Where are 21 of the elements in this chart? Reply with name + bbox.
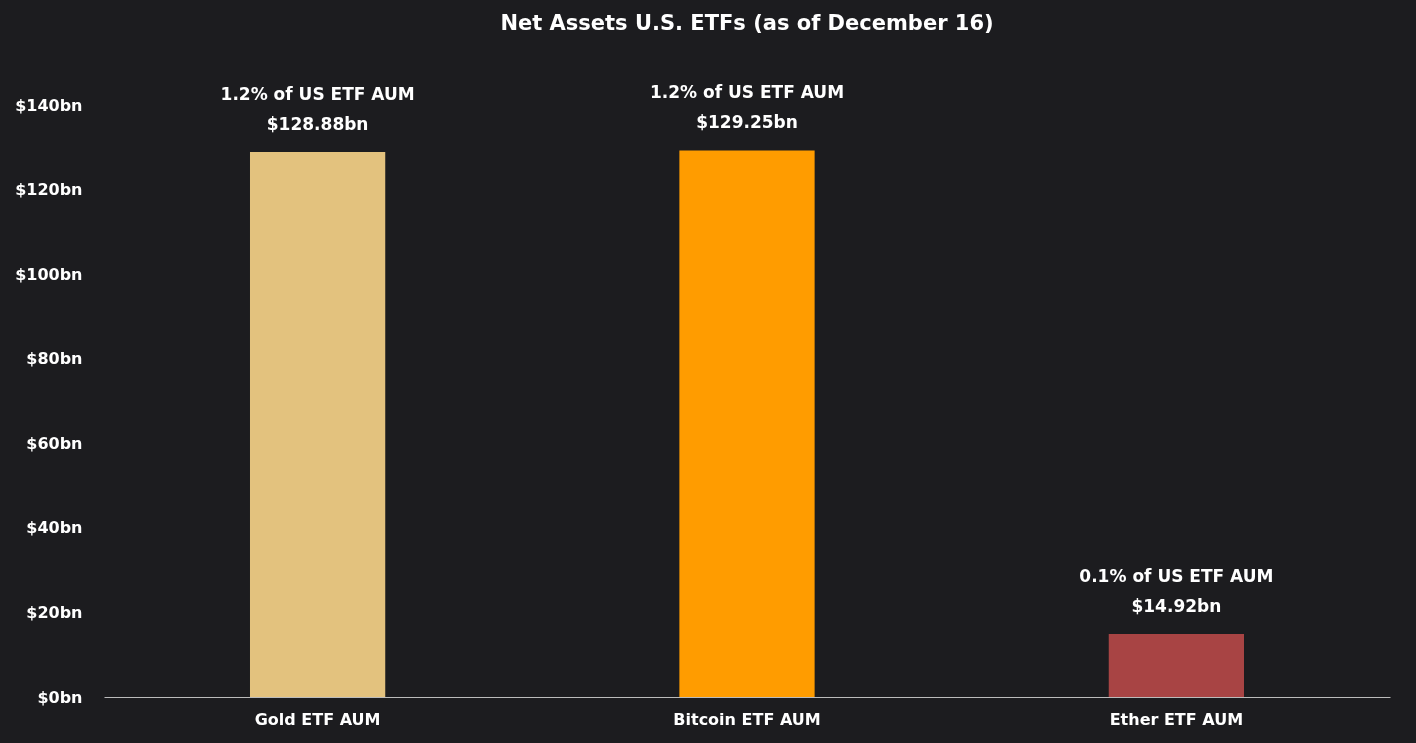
chart-title: Net Assets U.S. ETFs (as of December 16) <box>500 11 994 36</box>
y-tick-label: $100bn <box>15 264 83 284</box>
data-label: $14.92bn <box>1131 595 1222 616</box>
bar <box>679 150 815 697</box>
y-tick-label: $40bn <box>26 518 83 538</box>
data-label: $128.88bn <box>266 114 369 135</box>
x-tick-label: Bitcoin ETF AUM <box>673 709 821 729</box>
x-tick-label: Gold ETF AUM <box>254 709 381 729</box>
y-tick-label: $120bn <box>15 180 83 200</box>
y-tick-label: $20bn <box>26 602 83 622</box>
data-label: $129.25bn <box>696 112 798 133</box>
y-tick-label: $60bn <box>26 433 83 453</box>
y-tick-label: $80bn <box>26 349 83 369</box>
bar <box>249 152 386 697</box>
y-tick-label: $140bn <box>15 95 83 115</box>
annotation: 1.2% of US ETF AUM <box>220 84 415 105</box>
bar <box>1108 633 1245 697</box>
y-tick-label: $0bn <box>37 687 83 707</box>
annotation: 1.2% of US ETF AUM <box>649 82 845 103</box>
x-tick-label: Ether ETF AUM <box>1109 709 1244 729</box>
annotation: 0.1% of US ETF AUM <box>1079 565 1274 586</box>
